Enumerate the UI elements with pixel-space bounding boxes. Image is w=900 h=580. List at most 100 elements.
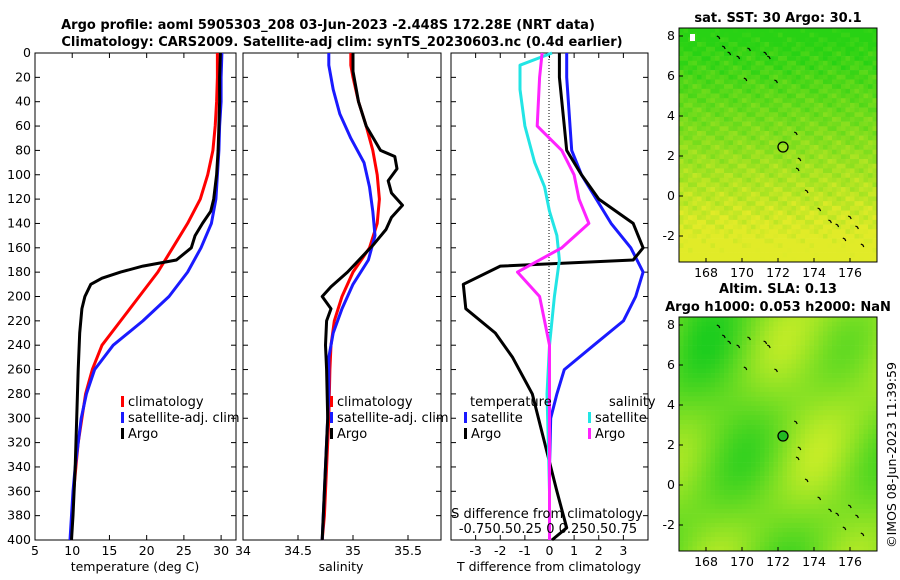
heatmap-cell: [751, 471, 756, 477]
heatmap-cell: [796, 415, 801, 421]
heatmap-cell: [701, 476, 707, 482]
heatmap-cell: [683, 532, 689, 538]
heatmap-cell: [814, 28, 819, 33]
heatmap-cell: [724, 219, 729, 225]
heatmap-cell: [854, 317, 860, 322]
heatmap-cell: [827, 154, 833, 160]
heatmap-cell: [706, 513, 711, 519]
heatmap-cell: [737, 112, 743, 118]
heatmap-cell: [845, 518, 851, 524]
heatmap-cell: [715, 168, 720, 174]
heatmap-cell: [755, 522, 761, 528]
heatmap-cell: [863, 410, 869, 416]
heatmap-cell: [773, 485, 779, 491]
heatmap-cell: [733, 84, 738, 90]
heatmap-cell: [863, 102, 869, 108]
heatmap-cell: [850, 494, 855, 500]
heatmap-cell: [805, 187, 810, 193]
heatmap-cell: [845, 541, 851, 547]
heatmap-cell: [845, 121, 851, 127]
heatmap-cell: [800, 135, 806, 141]
heatmap-cell: [683, 257, 689, 263]
heatmap-cell: [800, 415, 806, 421]
heatmap-cell: [679, 382, 684, 388]
heatmap-cell: [823, 219, 828, 225]
heatmap-cell: [760, 499, 765, 505]
heatmap-cell: [706, 46, 711, 52]
heatmap-cell: [715, 331, 720, 337]
heatmap-cell: [872, 60, 878, 66]
heatmap-cell: [787, 471, 792, 477]
heatmap-cell: [760, 401, 765, 407]
heatmap-cell: [710, 462, 716, 468]
heatmap-cell: [742, 60, 747, 66]
heatmap-cell: [854, 457, 860, 463]
heatmap-cell: [800, 522, 806, 528]
heatmap-cell: [787, 429, 792, 435]
heatmap-cell: [760, 387, 765, 393]
heatmap-cell: [850, 527, 855, 533]
heatmap-cell: [706, 88, 711, 94]
heatmap-cell: [706, 490, 711, 496]
heatmap-cell: [715, 391, 720, 397]
heatmap-cell: [706, 257, 711, 263]
heatmap-cell: [850, 471, 855, 477]
heatmap-cell: [796, 490, 801, 496]
heatmap-cell: [733, 448, 738, 454]
heatmap-cell: [818, 363, 824, 369]
heatmap-cell: [791, 401, 797, 407]
heatmap-cell: [688, 448, 693, 454]
heatmap-cell: [859, 363, 864, 369]
island-outline: [855, 514, 859, 519]
heatmap-cell: [805, 448, 810, 454]
heatmap-cell: [823, 499, 828, 505]
heatmap-cell: [679, 205, 684, 211]
heatmap-cell: [814, 112, 819, 118]
heatmap-cell: [841, 448, 846, 454]
heatmap-cell: [782, 396, 788, 402]
heatmap-cell: [836, 145, 842, 150]
heatmap-cell: [679, 508, 684, 514]
heatmap-cell: [791, 508, 797, 514]
heatmap-cell: [814, 391, 819, 397]
heatmap-cell: [809, 37, 815, 43]
heatmap-cell: [773, 210, 779, 216]
heatmap-cell: [733, 434, 738, 439]
legend-title-salinity: salinity: [609, 395, 656, 410]
heatmap-cell: [701, 382, 707, 388]
heatmap-cell: [814, 494, 819, 500]
heatmap-cell: [836, 532, 842, 538]
heatmap-cell: [863, 321, 869, 327]
heatmap-cell: [814, 191, 819, 197]
heatmap-cell: [863, 340, 869, 346]
heatmap-cell: [791, 191, 797, 197]
heatmap-cell: [854, 247, 860, 253]
heatmap-cell: [868, 326, 873, 332]
heatmap-cell: [863, 140, 869, 146]
heatmap-cell: [854, 359, 860, 365]
heatmap-cell: [710, 145, 716, 150]
heatmap-cell: [827, 462, 833, 468]
salinity-panel: 34 34.5 35 35.5 salinity climatology satell…: [235, 52, 449, 574]
heatmap-cell: [782, 135, 788, 141]
heatmap-cell: [818, 415, 824, 421]
heatmap-cell: [805, 434, 810, 439]
heatmap-cell: [814, 443, 819, 449]
difference-top-ticks: -0.750.50.25 0 0.250.50.75: [459, 522, 637, 537]
heatmap-cell: [868, 359, 873, 365]
heatmap-cell: [683, 140, 689, 146]
heatmap-cell: [755, 187, 761, 193]
heatmap-cell: [742, 405, 747, 411]
heatmap-cell: [845, 457, 851, 463]
heatmap-cell: [818, 187, 824, 193]
heatmap-cell: [746, 541, 752, 547]
heatmap-cell: [845, 243, 851, 249]
heatmap-cell: [751, 191, 756, 197]
heatmap-cell: [751, 321, 756, 327]
heatmap-cell: [683, 60, 689, 66]
heatmap-cell: [764, 518, 770, 524]
heatmap-cell: [782, 182, 788, 188]
heatmap-cell: [832, 466, 837, 472]
heatmap-cell: [796, 205, 801, 211]
heatmap-cell: [724, 130, 729, 136]
